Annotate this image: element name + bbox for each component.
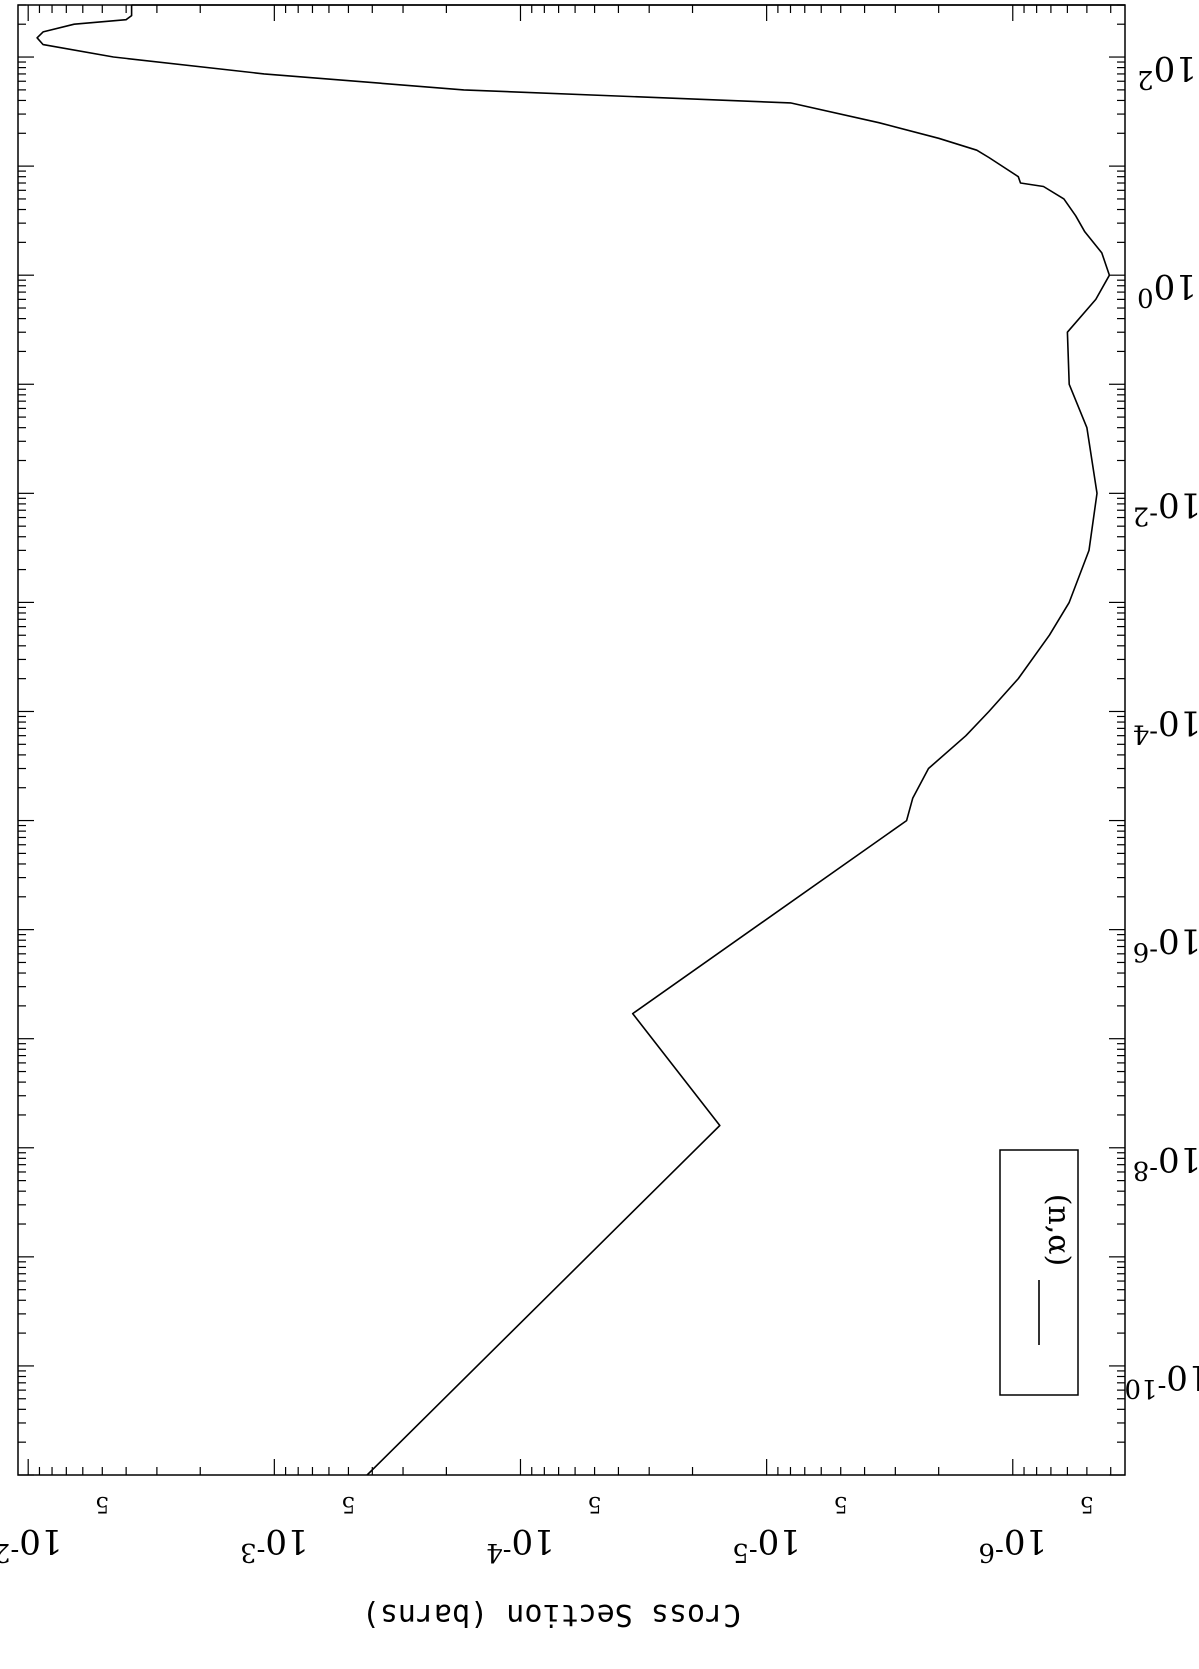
x-tick-label: 10-2 — [1133, 484, 1199, 530]
y-minor-tick-label: 5 — [341, 1491, 355, 1516]
y-tick-label: 10-3 — [240, 1521, 309, 1567]
x-tick-label: 100 — [1137, 266, 1197, 312]
y-minor-tick-label: 5 — [834, 1491, 848, 1516]
y-axis-title: Cross Section (barns) — [362, 1597, 741, 1632]
plot-frame — [17, 4, 1126, 1476]
x-tick-label: 10-10 — [1124, 1357, 1199, 1403]
plot-area: 10-10 10-8 10-6 10-4 10-2 100 102 10-6 10-5 10-4 1… — [0, 4, 1199, 1632]
y-tick-label: 10-4 — [486, 1521, 555, 1567]
y-minor-tick-label: 5 — [1080, 1491, 1094, 1516]
y-tick-label: 10-6 — [978, 1521, 1047, 1567]
y-tick-label: 10-5 — [732, 1521, 801, 1567]
legend-box — [999, 1149, 1079, 1396]
legend-label: (n,α) — [1041, 1194, 1076, 1267]
y-tick-label: 10-2 — [0, 1521, 62, 1567]
series-line — [36, 5, 1111, 1476]
x-tick-label: 102 — [1137, 48, 1197, 94]
y-minor-tick-label: 5 — [95, 1491, 109, 1516]
x-tick-label: 10-4 — [1133, 702, 1199, 748]
x-tick-label: 10-6 — [1133, 921, 1199, 967]
y-minor-tick-label: 5 — [588, 1491, 602, 1516]
x-tick-label: 10-8 — [1133, 1139, 1199, 1185]
